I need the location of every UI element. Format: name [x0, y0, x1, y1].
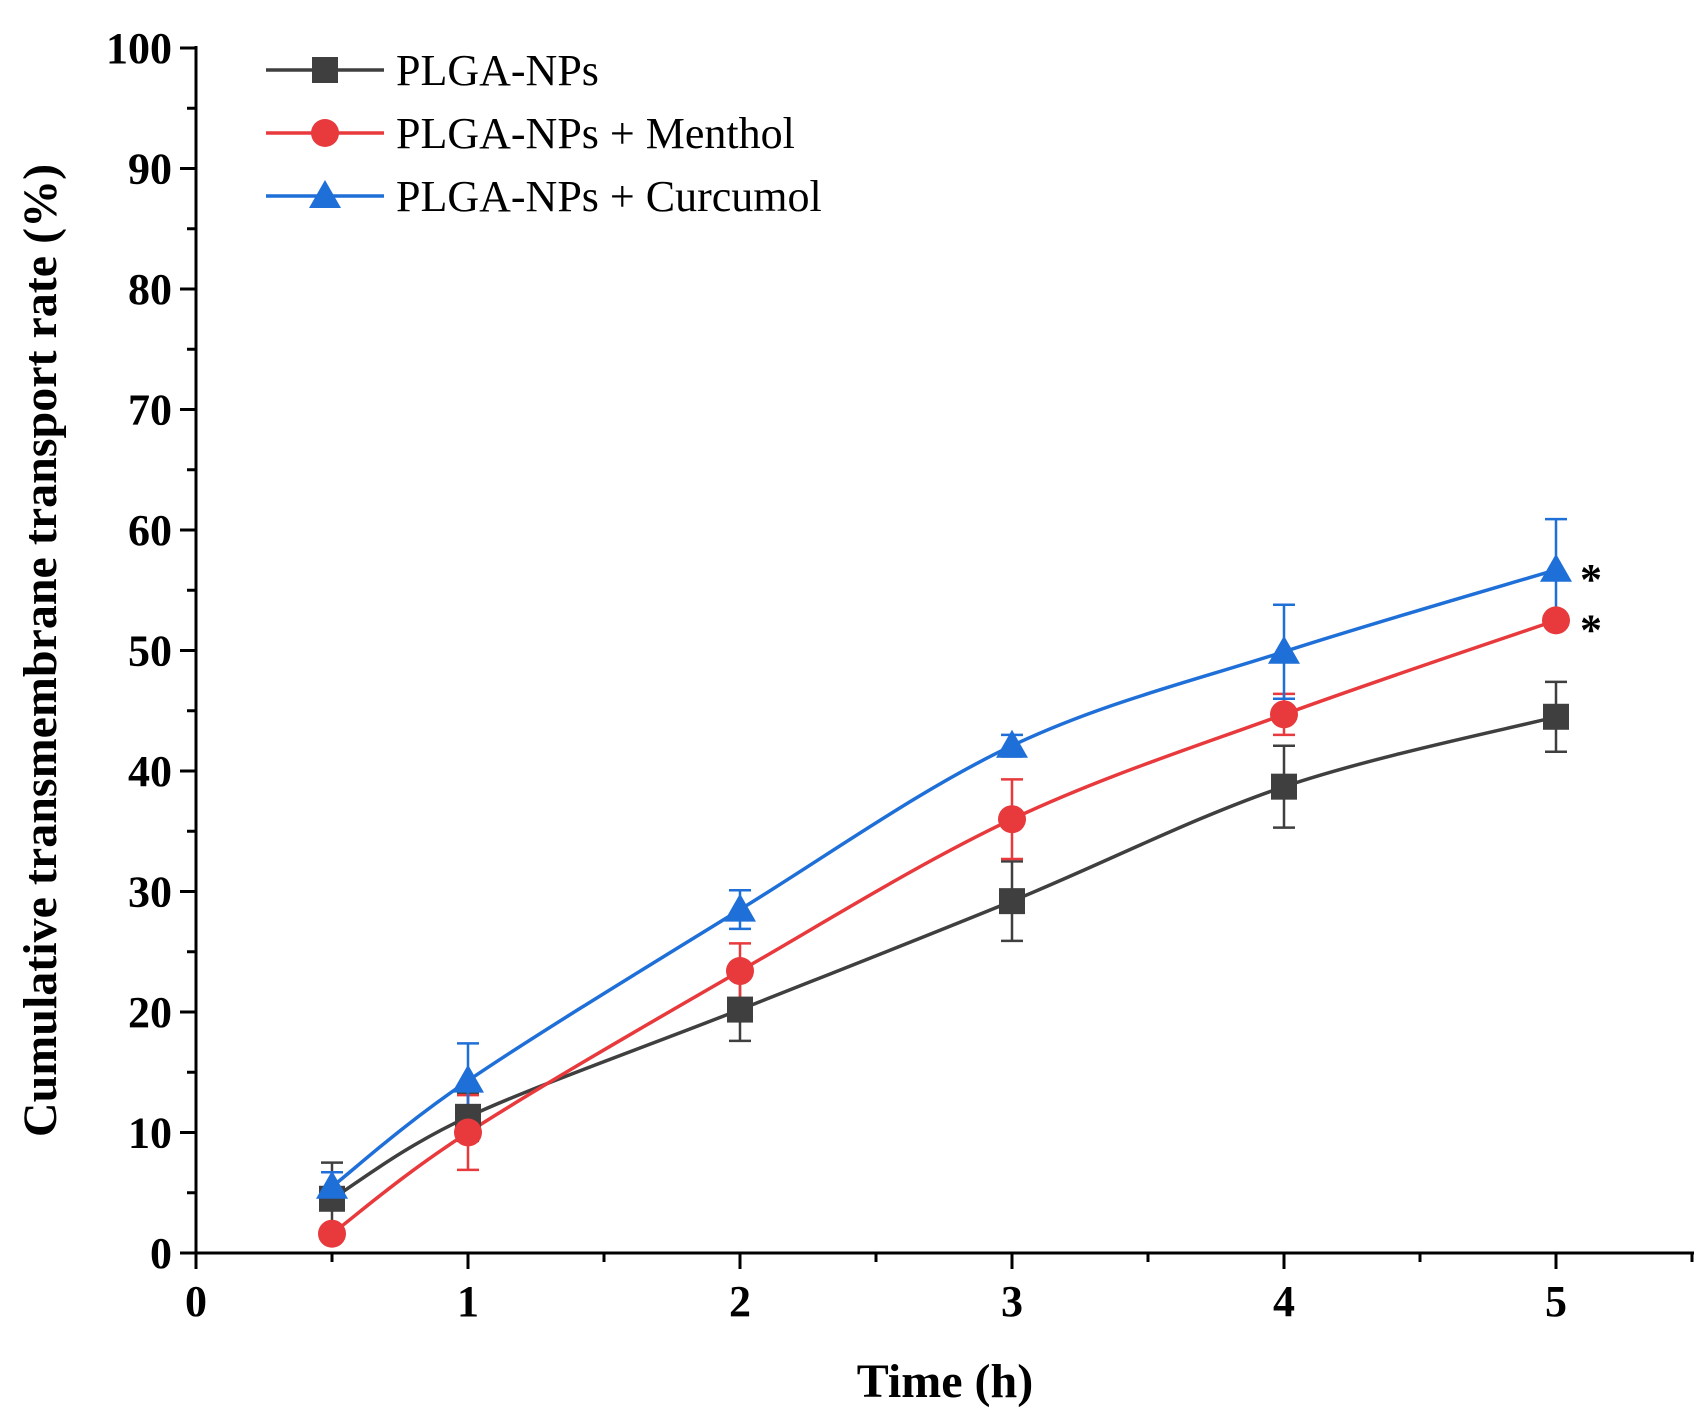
- legend-marker-plga-nps-menthol: [311, 119, 339, 147]
- data-point-plga-nps-curcumol: [1268, 635, 1300, 664]
- data-point-plga-nps-menthol: [454, 1118, 482, 1147]
- data-point-plga-nps: [1543, 703, 1569, 730]
- data-point-plga-nps-curcumol: [724, 893, 756, 922]
- x-tick-label: 3: [1001, 1277, 1023, 1326]
- data-point-plga-nps: [999, 888, 1025, 915]
- data-point-plga-nps-curcumol: [316, 1170, 348, 1199]
- significance-star: *: [1580, 605, 1602, 654]
- y-tick-label: 0: [150, 1229, 172, 1278]
- legend-label-plga-nps-menthol: PLGA-NPs + Menthol: [396, 109, 795, 158]
- y-tick-label: 70: [128, 386, 172, 435]
- x-tick-label: 4: [1273, 1277, 1295, 1326]
- series-line-plga-nps: [331, 715, 1557, 1201]
- legend-marker-plga-nps: [312, 57, 338, 83]
- legend-label-plga-nps-curcumol: PLGA-NPs + Curcumol: [396, 172, 822, 221]
- legend: PLGA-NPs PLGA-NPs + Menthol PLGA-NPs + Cur…: [266, 46, 822, 221]
- series-lines: [330, 568, 1557, 1236]
- data-point-plga-nps-menthol: [1542, 606, 1570, 635]
- data-point-plga-nps-menthol: [998, 805, 1026, 834]
- data-point-plga-nps-menthol: [318, 1219, 346, 1248]
- y-tick-label: 10: [128, 1109, 172, 1158]
- y-axis-title: Cumulative transmembrane transport rate …: [14, 164, 67, 1137]
- data-point-plga-nps: [1271, 773, 1297, 800]
- legend-marker-plga-nps-curcumol: [309, 180, 341, 208]
- x-tick-label: 2: [729, 1277, 751, 1326]
- x-axis-title: Time (h): [857, 1355, 1033, 1408]
- y-tick-label: 60: [128, 506, 172, 555]
- y-tick-label: 100: [106, 24, 172, 73]
- y-tick-label: 50: [128, 627, 172, 676]
- data-point-plga-nps: [727, 996, 753, 1023]
- axes: 0 10 20 30 40 50 60 70 80 90 100 0 1 2 3 4 5: [106, 24, 1694, 1326]
- data-point-plga-nps-curcumol: [1540, 553, 1572, 582]
- annotations: **: [1580, 555, 1602, 655]
- data-point-plga-nps-curcumol: [996, 729, 1028, 758]
- legend-label-plga-nps: PLGA-NPs: [396, 46, 599, 95]
- y-tick-label: 40: [128, 747, 172, 796]
- y-tick-label: 20: [128, 988, 172, 1037]
- y-tick-label: 90: [128, 145, 172, 194]
- significance-star: *: [1580, 555, 1602, 604]
- data-point-plga-nps-menthol: [1270, 700, 1298, 729]
- x-tick-label: 1: [457, 1277, 479, 1326]
- x-tick-label: 0: [185, 1277, 207, 1326]
- series-line-plga-nps-curcumol: [330, 568, 1557, 1189]
- y-tick-label: 30: [128, 868, 172, 917]
- data-point-plga-nps-menthol: [726, 957, 754, 986]
- error-bars: [321, 517, 1567, 1241]
- data-point-plga-nps-curcumol: [452, 1064, 484, 1093]
- series-markers: [316, 553, 1572, 1248]
- x-tick-label: 5: [1545, 1277, 1567, 1326]
- y-tick-label: 80: [128, 265, 172, 314]
